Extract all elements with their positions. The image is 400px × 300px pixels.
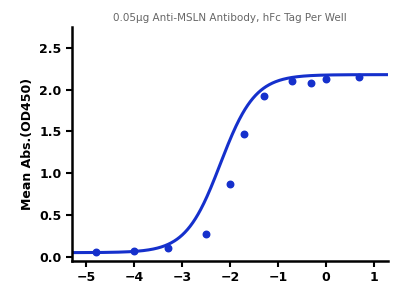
Y-axis label: Mean Abs.(OD450): Mean Abs.(OD450) (21, 78, 34, 210)
Point (241, 132, 248, 136)
Point (227, 182, 233, 187)
Point (356, 75, 362, 80)
Point (93, 249, 99, 254)
Point (308, 81, 314, 85)
Point (164, 246, 171, 251)
Point (322, 76, 329, 81)
Point (131, 249, 138, 254)
Point (289, 79, 296, 84)
Point (203, 232, 209, 237)
Point (260, 94, 267, 99)
Title: 0.05μg Anti-MSLN Antibody, hFc Tag Per Well: 0.05μg Anti-MSLN Antibody, hFc Tag Per W… (113, 14, 347, 23)
